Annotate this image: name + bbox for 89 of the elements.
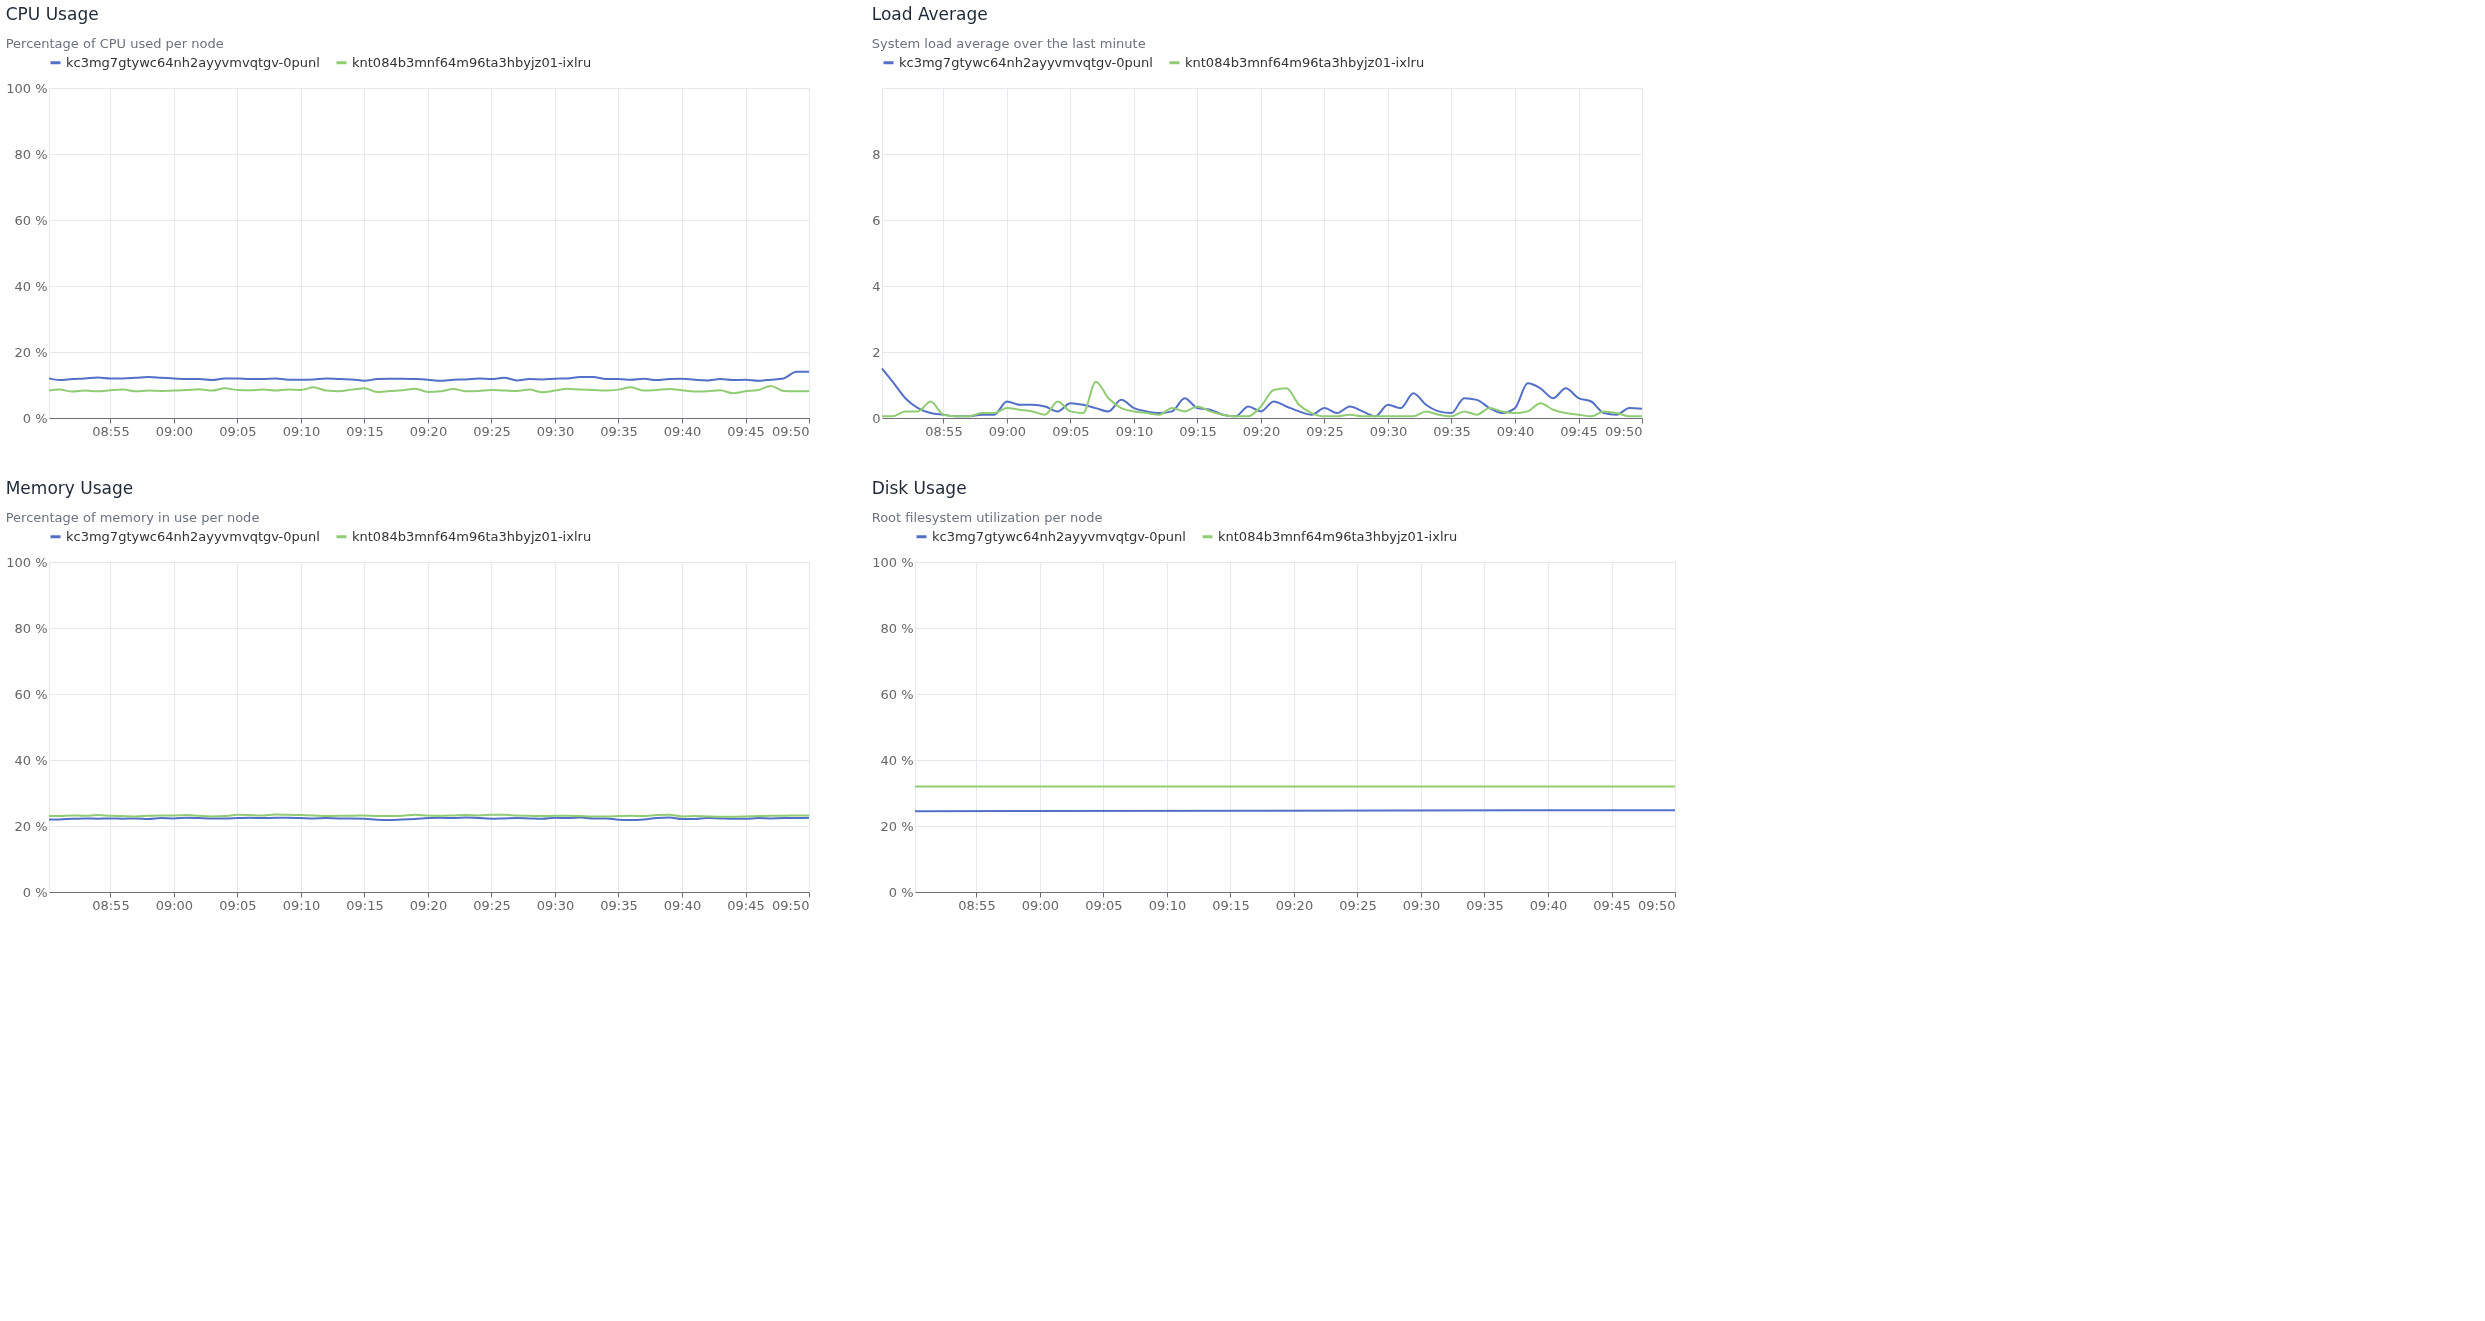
legend-label: knt084b3mnf64m96ta3hbyjz01-ixlru xyxy=(352,54,592,70)
legend-label: kc3mg7gtywc64nh2ayyvmvqtgv-0punl xyxy=(66,54,320,70)
y-tick-label: 60 % xyxy=(14,686,48,702)
x-tick-label: 09:20 xyxy=(409,423,448,439)
x-tick-label: 09:25 xyxy=(473,897,511,913)
x-tick-label: 09:15 xyxy=(346,897,384,913)
x-tick-label: 09:05 xyxy=(1085,897,1123,913)
x-tick-label: 09:20 xyxy=(1242,423,1281,439)
x-tick-label: 09:00 xyxy=(988,423,1027,439)
x-tick-label: 09:50 xyxy=(772,897,810,913)
legend-label: kc3mg7gtywc64nh2ayyvmvqtgv-0punl xyxy=(899,54,1153,70)
x-tick-label: 09:20 xyxy=(409,897,448,913)
x-tick-label: 09:10 xyxy=(282,897,321,913)
y-tick-label: 2 xyxy=(872,344,881,360)
x-tick-label: 09:30 xyxy=(1369,423,1408,439)
y-tick-label: 40 % xyxy=(880,752,914,768)
x-tick-label: 08:55 xyxy=(92,897,130,913)
y-tick-label: 0 % xyxy=(22,410,48,426)
y-tick-label: 100 % xyxy=(6,554,48,570)
x-tick-label: 09:40 xyxy=(1529,897,1568,913)
x-tick-label: 08:55 xyxy=(925,423,963,439)
x-tick-label: 09:40 xyxy=(1496,423,1535,439)
y-tick-label: 100 % xyxy=(872,554,914,570)
y-tick-label: 0 % xyxy=(888,884,914,900)
chart-title: Memory Usage xyxy=(5,478,134,498)
legend-label: kc3mg7gtywc64nh2ayyvmvqtgv-0punl xyxy=(66,528,320,544)
x-tick-label: 09:50 xyxy=(772,423,810,439)
x-tick-label: 09:05 xyxy=(1052,423,1090,439)
chart-subtitle: Root filesystem utilization per node xyxy=(871,510,1103,525)
legend-label: kc3mg7gtywc64nh2ayyvmvqtgv-0punl xyxy=(932,528,1186,544)
y-tick-label: 0 xyxy=(872,410,881,426)
x-tick-label: 09:05 xyxy=(219,423,257,439)
y-tick-label: 60 % xyxy=(14,212,48,228)
x-tick-label: 08:55 xyxy=(958,897,996,913)
chart-subtitle: System load average over the last minute xyxy=(871,36,1146,51)
x-tick-label: 09:05 xyxy=(219,897,257,913)
x-tick-label: 09:15 xyxy=(346,423,384,439)
x-tick-label: 09:30 xyxy=(536,423,575,439)
y-tick-label: 60 % xyxy=(880,686,914,702)
line-series xyxy=(48,370,810,382)
x-tick-label: 09:00 xyxy=(155,423,194,439)
legend-label: knt084b3mnf64m96ta3hbyjz01-ixlru xyxy=(1185,54,1425,70)
x-tick-label: 09:15 xyxy=(1179,423,1217,439)
x-tick-label: 09:10 xyxy=(282,423,321,439)
x-tick-label: 09:25 xyxy=(1339,897,1377,913)
y-tick-label: 0 % xyxy=(22,884,48,900)
y-tick-label: 20 % xyxy=(14,818,48,834)
legend-label: knt084b3mnf64m96ta3hbyjz01-ixlru xyxy=(1218,528,1458,544)
x-tick-label: 09:15 xyxy=(1212,897,1250,913)
x-tick-label: 09:00 xyxy=(155,897,194,913)
x-tick-label: 09:35 xyxy=(1433,423,1471,439)
x-tick-label: 09:30 xyxy=(1402,897,1441,913)
x-tick-label: 09:10 xyxy=(1115,423,1154,439)
y-tick-label: 80 % xyxy=(880,620,914,636)
x-tick-label: 09:25 xyxy=(473,423,511,439)
y-tick-label: 20 % xyxy=(14,344,48,360)
x-tick-label: 09:35 xyxy=(600,897,638,913)
x-tick-label: 09:50 xyxy=(1638,897,1676,913)
x-tick-label: 09:45 xyxy=(1593,897,1631,913)
chart-subtitle: Percentage of CPU used per node xyxy=(5,36,224,51)
y-tick-label: 8 xyxy=(872,146,881,162)
y-tick-label: 20 % xyxy=(880,818,914,834)
x-tick-label: 09:45 xyxy=(1560,423,1598,439)
x-tick-label: 09:35 xyxy=(1466,897,1504,913)
x-tick-label: 09:35 xyxy=(600,423,638,439)
x-tick-label: 09:00 xyxy=(1021,897,1060,913)
legend-label: knt084b3mnf64m96ta3hbyjz01-ixlru xyxy=(352,528,592,544)
x-tick-label: 09:10 xyxy=(1148,897,1187,913)
x-tick-label: 09:40 xyxy=(663,897,702,913)
chart-title: CPU Usage xyxy=(5,4,99,24)
y-tick-label: 6 xyxy=(872,212,881,228)
y-tick-label: 100 % xyxy=(6,80,48,96)
line-series xyxy=(48,384,810,395)
x-tick-label: 09:45 xyxy=(727,897,765,913)
y-tick-label: 40 % xyxy=(14,278,48,294)
x-tick-label: 09:20 xyxy=(1275,897,1314,913)
x-tick-label: 09:45 xyxy=(727,423,765,439)
chart-subtitle: Percentage of memory in use per node xyxy=(5,510,260,525)
chart-title: Disk Usage xyxy=(871,478,967,498)
y-tick-label: 80 % xyxy=(14,620,48,636)
y-tick-label: 80 % xyxy=(14,146,48,162)
x-tick-label: 09:25 xyxy=(1306,423,1344,439)
chart-title: Load Average xyxy=(871,4,988,24)
y-tick-label: 4 xyxy=(872,278,881,294)
x-tick-label: 09:30 xyxy=(536,897,575,913)
x-tick-label: 09:40 xyxy=(663,423,702,439)
y-tick-label: 40 % xyxy=(14,752,48,768)
x-tick-label: 08:55 xyxy=(92,423,130,439)
x-tick-label: 09:50 xyxy=(1605,423,1643,439)
